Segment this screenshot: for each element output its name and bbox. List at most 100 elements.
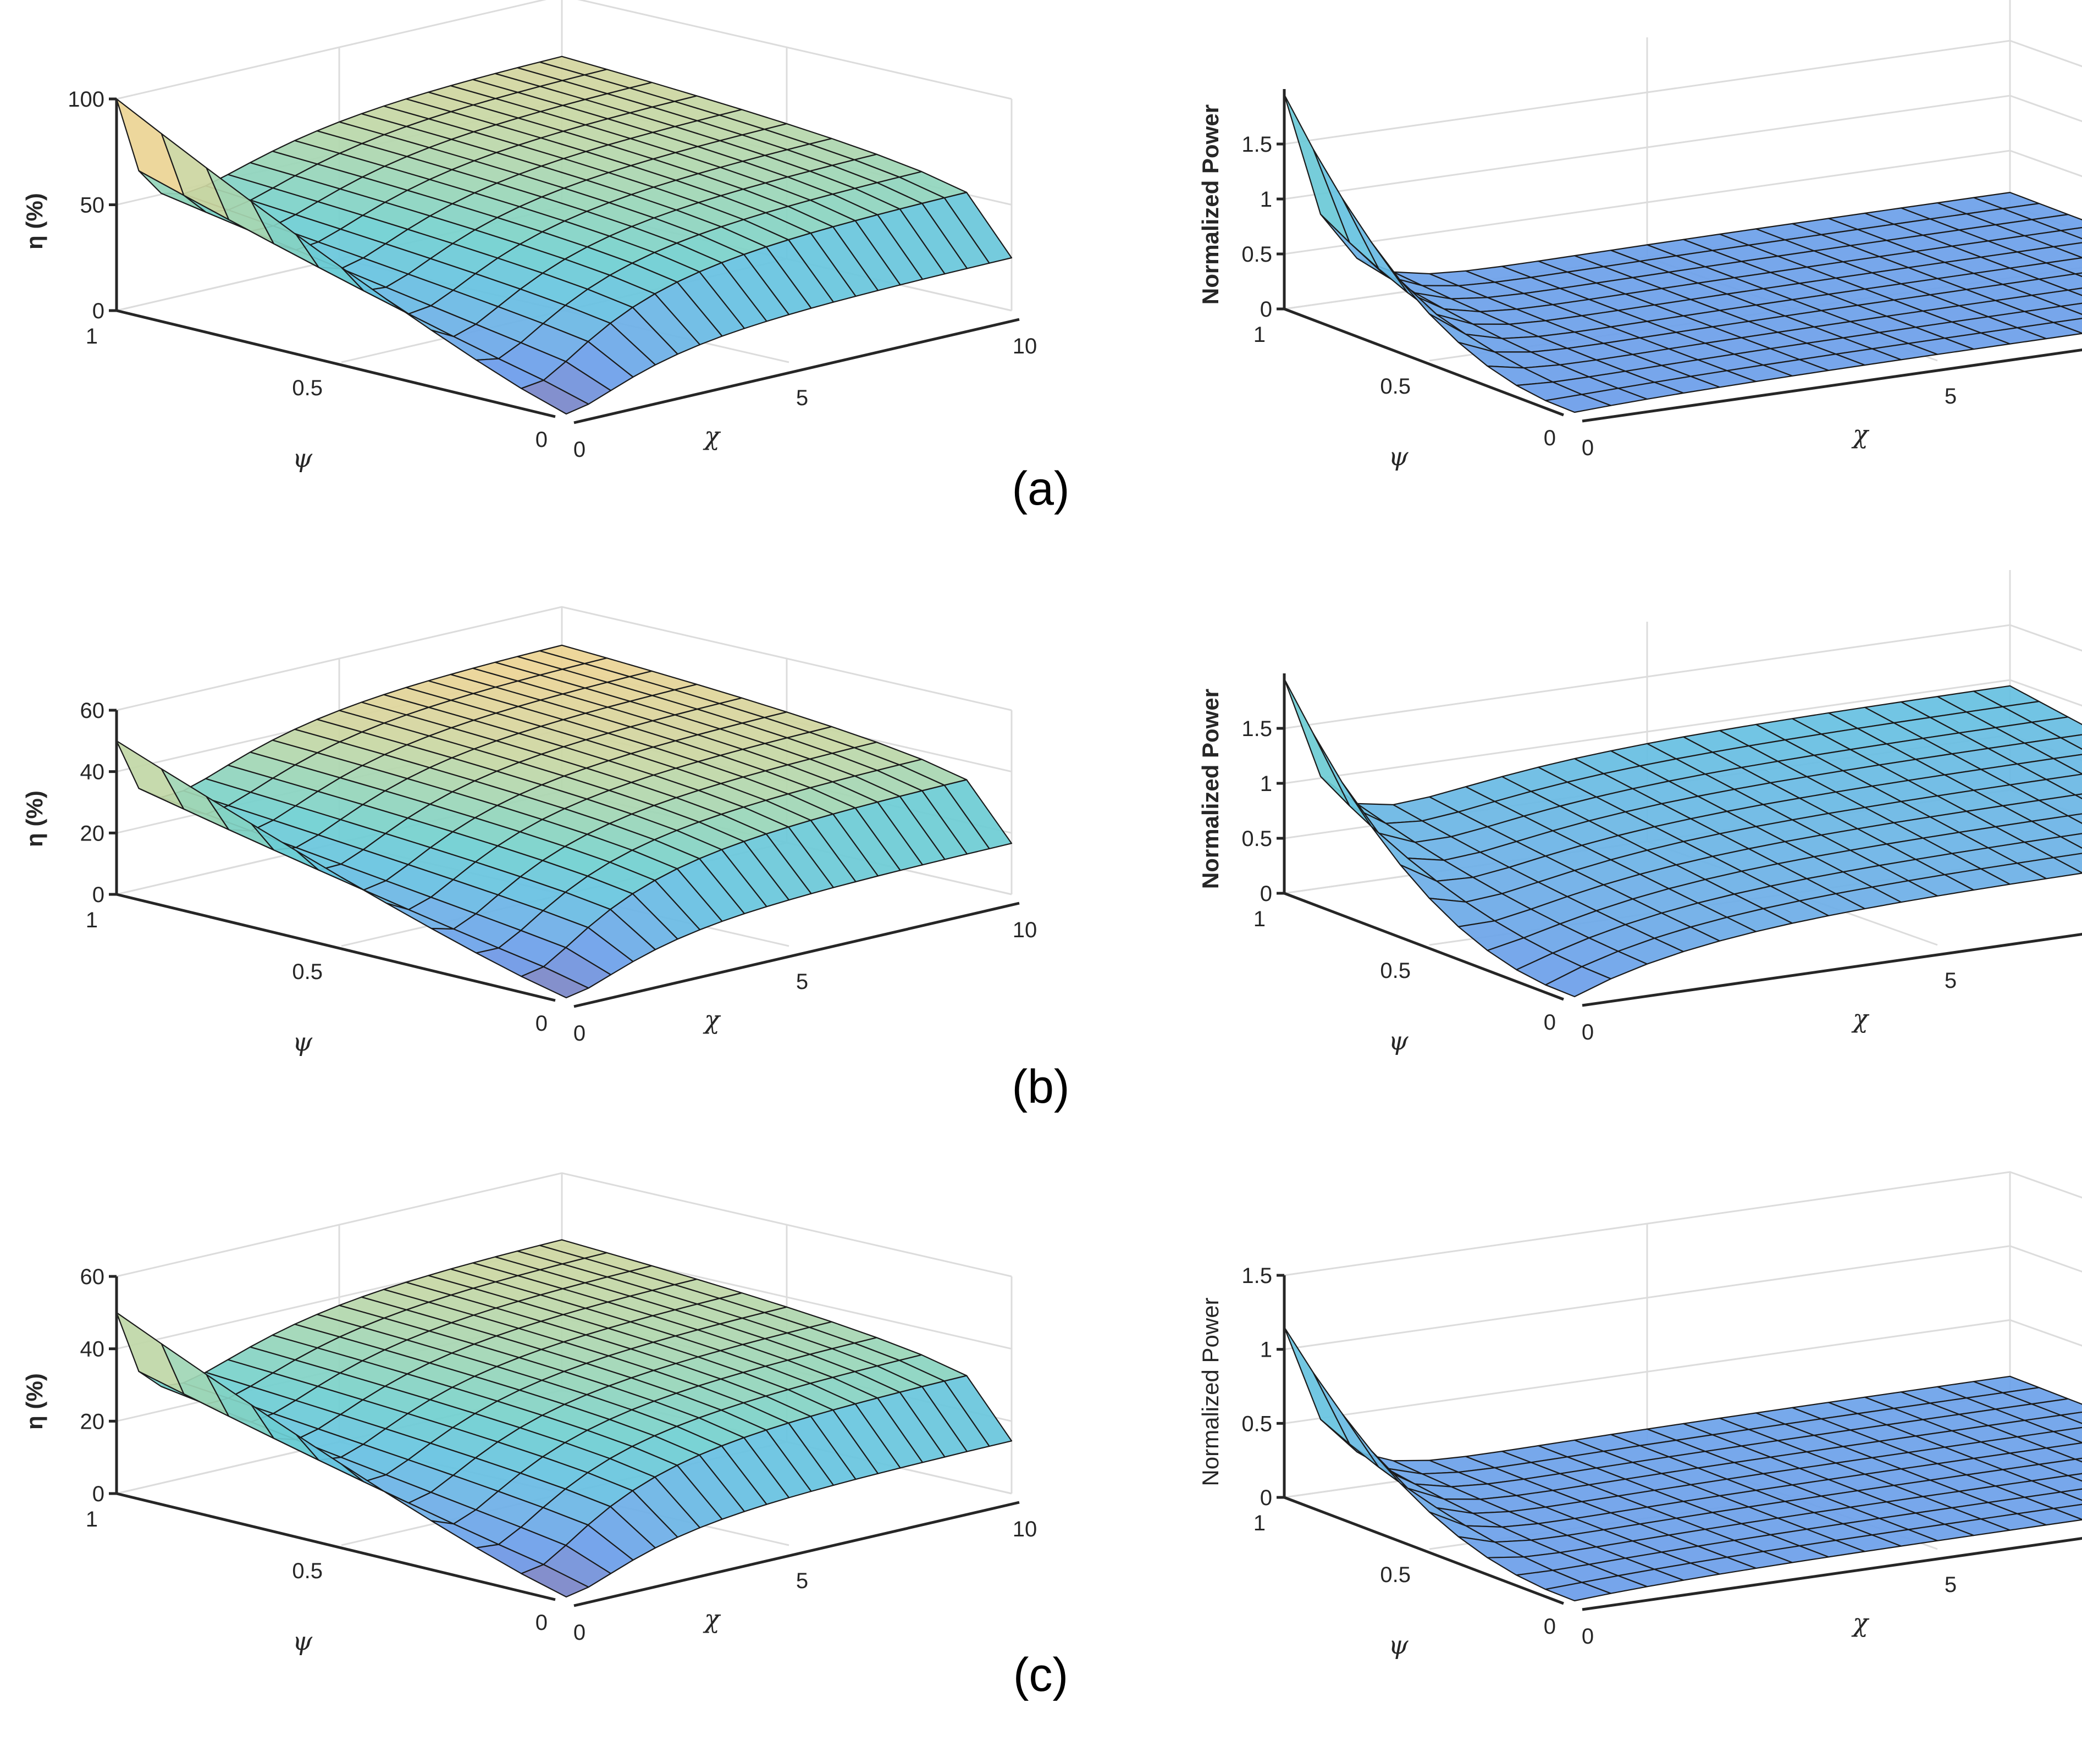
z-tick-label: 100 (68, 87, 104, 112)
z-tick-label: 0.5 (1241, 1412, 1272, 1436)
surface (115, 644, 1013, 999)
chart-5: 00.511.500.510510ψχNormalized Power (1197, 1171, 2082, 1660)
psi-tick-label: 1 (1253, 907, 1266, 931)
panel-label-a: (a) (1012, 462, 1069, 515)
chi-axis (1582, 349, 2082, 423)
psi-axis (116, 893, 556, 1002)
z-tick-label: 60 (80, 1265, 105, 1289)
z-tick-label: 1.5 (1241, 132, 1272, 157)
z-axis-label: Normalized Power (1197, 689, 1223, 889)
grid-line (1284, 1171, 2082, 1276)
psi-axis-label: ψ (1389, 442, 1409, 472)
chi-tick-label: 0 (573, 438, 586, 462)
chi-tick-label: 0 (573, 1021, 586, 1046)
psi-tick-label: 0.5 (292, 1559, 323, 1583)
surface-cell (1545, 1581, 1612, 1602)
psi-tick-label: 0.5 (1380, 1563, 1411, 1587)
surface-cell (1283, 93, 1350, 244)
chi-axis (573, 318, 1020, 424)
surface-cell (1545, 966, 1612, 998)
psi-axis-label: ψ (292, 1027, 313, 1057)
psi-tick-label: 0.5 (1380, 959, 1411, 983)
psi-axis-label: ψ (1389, 1630, 1409, 1660)
psi-tick-label: 0 (1544, 1614, 1556, 1639)
surface (1283, 1326, 2082, 1602)
psi-tick-label: 1 (1253, 1511, 1266, 1535)
psi-tick-label: 1 (86, 324, 98, 349)
z-tick-label: 1.5 (1241, 717, 1272, 741)
chi-tick-label: 0 (1582, 1624, 1594, 1649)
psi-tick-label: 0 (535, 1011, 548, 1036)
surface (115, 1239, 1013, 1598)
chi-axis (1582, 1537, 2082, 1611)
surface-cell (521, 966, 589, 999)
z-tick-label: 0 (92, 1482, 104, 1506)
z-tick-label: 20 (80, 1409, 105, 1434)
chi-tick-label: 5 (1945, 384, 1957, 408)
grid-line (1284, 95, 2082, 200)
psi-axis (1284, 892, 1564, 1001)
psi-tick-label: 0 (1544, 1010, 1556, 1035)
z-tick-label: 0 (1260, 297, 1272, 322)
chi-tick-label: 5 (796, 970, 808, 994)
chi-tick-label: 10 (1013, 334, 1037, 358)
psi-axis-label: ψ (1389, 1026, 1409, 1056)
chi-tick-label: 10 (1013, 1517, 1037, 1541)
z-tick-label: 0 (1260, 882, 1272, 906)
chi-tick-label: 0 (1582, 1020, 1594, 1044)
chi-tick-label: 10 (1013, 918, 1037, 942)
z-axis-label: η (%) (21, 193, 47, 250)
psi-tick-label: 0.5 (292, 960, 323, 984)
surface (1283, 93, 2082, 413)
chi-axis-label: χ (1851, 419, 1870, 449)
surface-cell (115, 740, 185, 810)
z-tick-label: 0.5 (1241, 827, 1272, 851)
chart-3: 00.511.500.510510ψχNormalized Power (1197, 570, 2082, 1056)
grid-line (116, 0, 1012, 100)
surface-cell (521, 379, 589, 415)
z-tick-label: 1.5 (1241, 1264, 1272, 1288)
axes: 00.511.500.510510ψχNormalized Power (1197, 1264, 2082, 1660)
z-tick-label: 60 (80, 699, 105, 723)
surface-cell (1545, 394, 1612, 413)
chi-axis-label: χ (703, 1604, 721, 1634)
psi-axis (116, 309, 556, 418)
z-axis-label: η (%) (21, 790, 47, 847)
chi-axis (573, 1501, 1020, 1607)
chi-tick-label: 0 (573, 1621, 586, 1645)
chi-tick-label: 0 (1582, 436, 1594, 460)
psi-axis (1284, 1496, 1564, 1605)
psi-axis-label: ψ (292, 1627, 313, 1656)
chi-axis-label: χ (703, 1005, 721, 1035)
psi-axis-label: ψ (292, 444, 313, 473)
psi-tick-label: 0.5 (1380, 374, 1411, 399)
chi-axis-label: χ (703, 421, 721, 451)
z-tick-label: 50 (80, 193, 105, 218)
z-axis-label: η (%) (21, 1373, 47, 1430)
chi-axis-label: χ (1851, 1608, 1870, 1638)
z-tick-label: 0 (92, 299, 104, 323)
z-tick-label: 0 (92, 883, 104, 907)
psi-tick-label: 1 (1253, 323, 1266, 347)
z-tick-label: 1 (1260, 772, 1272, 796)
z-tick-label: 0.5 (1241, 242, 1272, 267)
chart-1: 00.511.500.510510ψχNormalized Power (1197, 0, 2082, 472)
z-axis-label: Normalized Power (1197, 1297, 1223, 1486)
surface (115, 56, 1013, 415)
psi-axis (116, 1492, 556, 1601)
axes: 00.511.500.510510ψχNormalized Power (1197, 89, 2082, 472)
surface (1283, 678, 2082, 998)
psi-axis (1284, 307, 1564, 417)
grid-line (1284, 40, 2082, 145)
psi-tick-label: 0 (1544, 426, 1556, 450)
z-axis-label: Normalized Power (1197, 104, 1223, 305)
grid-line (1284, 1245, 2082, 1351)
chi-tick-label: 5 (796, 1569, 808, 1593)
chi-tick-label: 5 (1945, 1573, 1957, 1597)
